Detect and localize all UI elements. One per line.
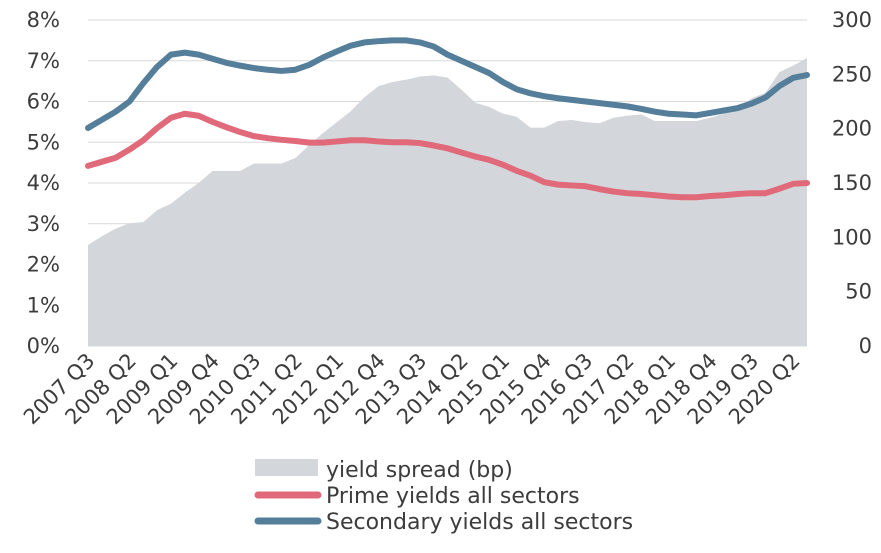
legend-label: Prime yields all sectors	[326, 484, 580, 509]
y-left-tick-label: 3%	[27, 212, 60, 236]
y-right-tick-label: 100	[832, 225, 872, 249]
y-right-tick-label: 50	[845, 280, 872, 304]
y-left-tick-label: 1%	[27, 293, 60, 317]
legend-swatch-area	[255, 459, 318, 476]
prime-yields-line	[85, 110, 810, 201]
y-left-tick-label: 2%	[27, 253, 60, 277]
legend: yield spread (bp)Prime yields all sector…	[254, 458, 633, 535]
y-left-tick-label: 7%	[27, 49, 60, 73]
yield-spread-area	[88, 58, 807, 346]
secondary-yields-line	[85, 37, 810, 131]
y-left-tick-label: 8%	[27, 8, 60, 32]
area-layer	[88, 58, 807, 346]
y-left-tick-label: 5%	[27, 130, 60, 154]
line-layer	[85, 37, 810, 201]
legend-label: Secondary yields all sectors	[326, 510, 633, 535]
y-left-tick-label: 6%	[27, 90, 60, 114]
y-right-tick-label: 250	[832, 62, 872, 86]
y-right-tick-label: 0	[859, 334, 872, 358]
y-right-tick-label: 150	[832, 171, 872, 195]
y-left-tick-label: 4%	[27, 171, 60, 195]
y-right-tick-label: 200	[832, 117, 872, 141]
legend-label: yield spread (bp)	[326, 458, 513, 483]
y-right-tick-label: 300	[832, 8, 872, 32]
y-left-tick-label: 0%	[27, 334, 60, 358]
